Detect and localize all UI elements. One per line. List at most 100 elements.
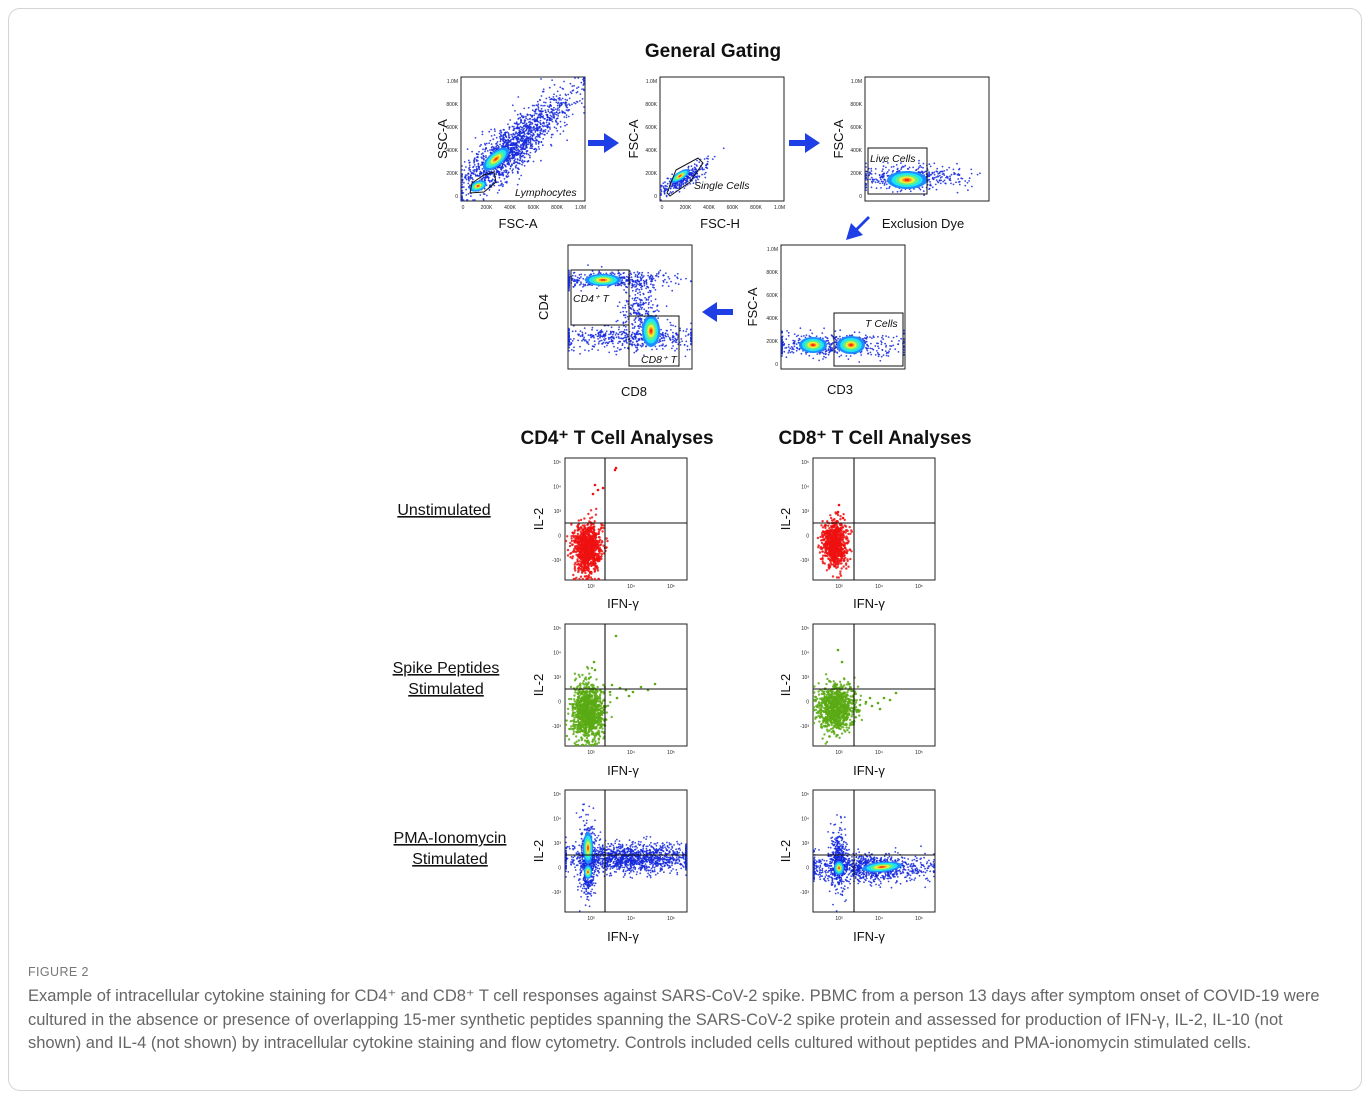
event-dot — [513, 159, 516, 162]
event-dot — [512, 154, 515, 156]
event-dot — [659, 269, 662, 272]
event-dot — [526, 132, 528, 135]
event-dot — [504, 133, 506, 136]
event-dot — [461, 169, 463, 171]
event-dot — [517, 167, 519, 170]
event-dot — [537, 142, 540, 145]
event-dot — [614, 466, 618, 470]
event-dot — [879, 359, 882, 362]
event-dot — [484, 148, 487, 151]
event-dot — [958, 183, 961, 186]
event-dot — [475, 152, 478, 155]
event-dot — [586, 548, 590, 552]
event-dot — [562, 101, 565, 104]
event-dot — [569, 82, 572, 85]
event-dot — [874, 168, 877, 170]
event-dot — [703, 158, 706, 160]
event-dot — [876, 352, 879, 354]
event-dot — [865, 346, 867, 349]
event-dot — [539, 119, 542, 122]
event-dot — [624, 306, 627, 309]
event-dot — [497, 181, 499, 184]
event-dot — [609, 337, 612, 339]
event-dot — [571, 340, 574, 342]
event-dot — [800, 335, 803, 338]
event-dot — [891, 191, 894, 193]
event-dot — [691, 174, 693, 177]
event-dot — [550, 136, 553, 139]
event-dot — [590, 537, 593, 540]
event-dot — [904, 164, 907, 167]
event-dot — [613, 345, 615, 348]
event-dot — [552, 98, 554, 101]
event-dot — [609, 272, 612, 275]
event-dot — [809, 329, 812, 331]
event-dot — [822, 358, 824, 360]
event-dot — [896, 190, 899, 193]
event-dot — [488, 130, 491, 133]
event-dot — [511, 142, 514, 144]
event-dot — [685, 340, 688, 343]
event-dot — [468, 166, 471, 169]
event-dot — [823, 355, 825, 358]
event-dot — [669, 338, 672, 341]
event-dot — [676, 272, 679, 275]
event-dot — [900, 337, 902, 340]
event-dot — [695, 164, 698, 167]
event-dot — [499, 129, 502, 132]
event-dot — [872, 180, 875, 183]
event-dot — [603, 338, 605, 340]
event-dot — [933, 176, 936, 179]
event-dot — [539, 131, 542, 134]
event-dot — [516, 170, 519, 173]
event-dot — [674, 349, 676, 352]
cd8-spike-frame — [812, 623, 936, 747]
event-dot — [618, 326, 620, 328]
event-dot — [580, 102, 583, 105]
event-dot — [514, 135, 517, 138]
event-dot — [639, 303, 641, 306]
event-dot — [630, 304, 633, 307]
event-dot — [828, 341, 830, 344]
event-dot — [539, 121, 541, 124]
event-dot — [487, 179, 490, 182]
event-dot — [614, 350, 616, 353]
event-dot — [513, 143, 516, 146]
event-dot — [475, 169, 478, 172]
event-dot — [639, 323, 641, 326]
event-dot — [504, 181, 507, 184]
event-dot — [473, 161, 475, 164]
event-dot — [636, 340, 638, 343]
event-dot — [961, 177, 964, 180]
event-dot — [701, 173, 703, 176]
event-dot — [891, 171, 894, 173]
event-dot — [823, 327, 825, 330]
event-dot — [845, 355, 848, 357]
event-dot — [514, 132, 517, 135]
event-dot — [532, 129, 534, 131]
event-dot — [579, 93, 582, 95]
event-dot — [606, 344, 608, 347]
event-dot — [572, 550, 576, 553]
event-dot — [493, 134, 496, 137]
event-dot — [513, 148, 515, 150]
event-dot — [594, 558, 597, 562]
event-dot — [593, 336, 595, 339]
event-dot — [518, 130, 521, 133]
event-dot — [568, 282, 570, 284]
event-dot — [634, 286, 636, 288]
arrow-right-1 — [588, 133, 619, 153]
event-dot — [676, 334, 678, 336]
event-dot — [883, 184, 886, 186]
event-dot — [522, 122, 524, 125]
event-dot — [831, 349, 834, 351]
event-dot — [559, 86, 562, 89]
event-dot — [579, 284, 581, 286]
event-dot — [544, 129, 547, 131]
event-dot — [631, 323, 633, 325]
event-dot — [605, 272, 608, 275]
event-dot — [500, 134, 503, 137]
event-dot — [574, 283, 576, 285]
event-dot — [543, 125, 546, 127]
event-dot — [792, 351, 795, 354]
